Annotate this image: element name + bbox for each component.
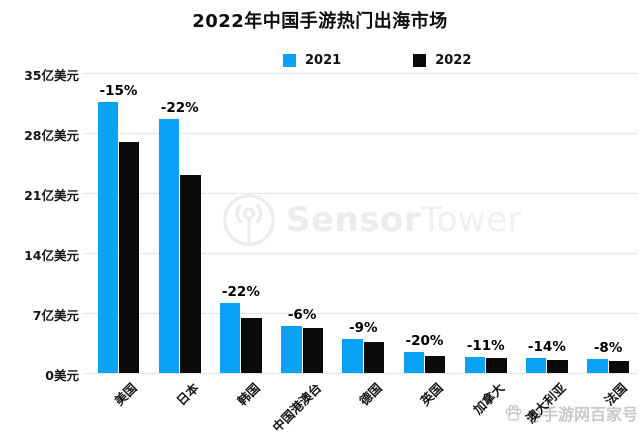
bar-2022-加拿大	[486, 358, 507, 373]
y-axis-tick-label: 35亿美元	[24, 68, 79, 83]
yoy-change-label-中国港澳台: -6%	[287, 306, 317, 323]
bar-2021-加拿大	[464, 356, 486, 373]
y-axis-tick-label: 0美元	[45, 368, 79, 383]
baijiahao-credit: @手游网百家号	[504, 401, 638, 425]
yoy-change-label-日本: -22%	[160, 100, 199, 117]
sensortower-watermark: SensorTower	[222, 193, 522, 247]
legend-label-2022: 2022	[435, 53, 472, 68]
bar-2022-法国	[608, 360, 630, 373]
bar-2021-日本	[158, 119, 180, 373]
x-axis-label-美国: 美国	[111, 380, 141, 409]
gridline-21	[85, 193, 637, 194]
legend-item-2021: 2021	[283, 53, 341, 68]
yoy-change-label-法国: -8%	[593, 340, 623, 357]
yoy-change-label-德国: -9%	[349, 319, 378, 336]
bar-2021-德国	[342, 338, 363, 373]
sensortower-word-light: Tower	[421, 200, 523, 240]
gridline-14	[85, 253, 637, 254]
gridline-35	[85, 73, 637, 74]
gridline-28	[85, 133, 637, 134]
x-axis-label-英国: 英国	[417, 380, 447, 409]
bar-2022-澳大利亚	[547, 360, 568, 373]
y-axis-tick-label: 21亿美元	[24, 188, 79, 203]
gridline-0	[85, 373, 637, 374]
x-axis-label-韩国: 韩国	[234, 380, 263, 409]
sensortower-wordmark: SensorTower	[286, 200, 522, 240]
legend-swatch-2021-icon	[283, 54, 296, 67]
x-axis-label-加拿大: 加拿大	[470, 380, 508, 418]
y-axis-tick-label: 28亿美元	[24, 128, 79, 143]
legend-swatch-2022-icon	[413, 54, 427, 67]
sensortower-word-bold: Sensor	[286, 200, 422, 240]
baidu-paw-icon	[505, 404, 522, 421]
legend-label-2021: 2021	[305, 53, 342, 68]
bar-2022-德国	[363, 342, 385, 373]
bar-2021-美国	[97, 102, 119, 373]
yoy-change-label-英国: -20%	[405, 332, 444, 349]
bar-2022-中国港澳台	[302, 328, 324, 373]
yoy-change-label-澳大利亚: -14%	[527, 339, 566, 356]
bar-2021-英国	[403, 351, 425, 373]
yoy-change-label-美国: -15%	[99, 83, 138, 100]
bar-2022-美国	[118, 142, 140, 373]
yoy-change-label-加拿大: -11%	[466, 337, 505, 354]
bar-2021-法国	[587, 359, 608, 373]
bar-2022-日本	[180, 175, 201, 373]
x-axis-label-中国港澳台: 中国港澳台	[269, 380, 324, 435]
y-axis-tick-label: 7亿美元	[32, 308, 79, 323]
legend-item-2022: 2022	[413, 53, 471, 68]
x-axis-label-日本: 日本	[173, 380, 202, 409]
credit-text: @手游网百家号	[525, 405, 638, 424]
bar-2021-韩国	[219, 302, 241, 373]
x-axis-label-德国: 德国	[356, 380, 386, 409]
legend: 2021 2022	[283, 53, 471, 68]
sensortower-logo-icon	[223, 194, 275, 246]
yoy-change-label-韩国: -22%	[221, 283, 260, 300]
bar-2022-英国	[424, 355, 446, 373]
bar-2021-澳大利亚	[525, 358, 547, 373]
y-axis-tick-label: 14亿美元	[24, 248, 79, 263]
bar-2022-韩国	[241, 318, 262, 373]
gridline-7	[85, 313, 637, 314]
bar-2021-中国港澳台	[281, 325, 302, 373]
chart-title: 2022年中国手游热门出海市场	[192, 11, 448, 32]
